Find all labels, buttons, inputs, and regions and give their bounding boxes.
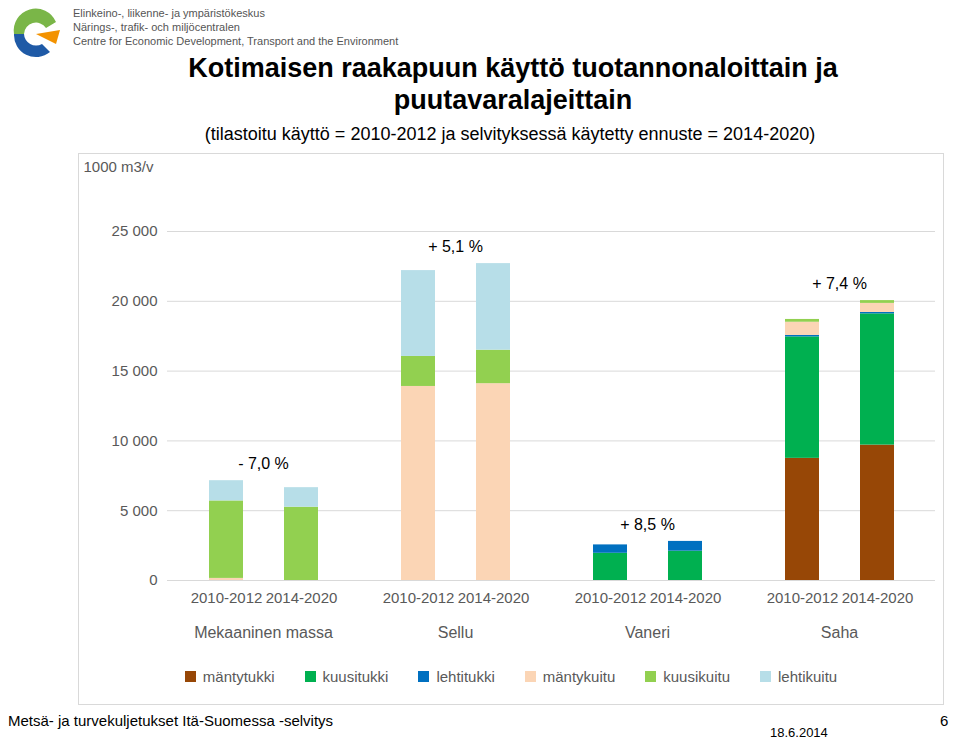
- html-text:Kotimaisen raakapuun käyttö tu: Kotimaisen raakapuun käyttö tuotannonalo…: [188, 53, 838, 115]
- svg-text:2010-2012: 2010-2012: [575, 589, 647, 606]
- html-text:Metsä- ja turvekuljetukset Itä: Metsä- ja turvekuljetukset Itä-Suomessa …: [8, 712, 334, 729]
- html-text:lehtitukki: lehtitukki: [436, 668, 495, 685]
- html-text:18.6.2014: 18.6.2014: [770, 725, 828, 739]
- html-text:kuusitukki: kuusitukki: [322, 668, 389, 685]
- svg-text:2014-2020: 2014-2020: [266, 589, 338, 606]
- svg-text:2010-2012: 2010-2012: [383, 589, 455, 606]
- html-text:kuusikuitu: kuusikuitu: [663, 668, 730, 685]
- svg-text:25 000: 25 000: [112, 222, 158, 239]
- svg-text:+ 7,4 %: + 7,4 %: [812, 275, 867, 292]
- html-text:mäntytukki: mäntytukki: [202, 668, 275, 685]
- svg-text:2010-2012: 2010-2012: [767, 589, 839, 606]
- html-text:6: 6: [940, 712, 949, 729]
- svg-text:5 000: 5 000: [120, 502, 158, 519]
- html-text:lehtikuitu: lehtikuitu: [778, 668, 838, 685]
- svg-text:20 000: 20 000: [112, 292, 158, 309]
- svg-text:2014-2020: 2014-2020: [842, 589, 914, 606]
- svg-text:+ 8,5 %: + 8,5 %: [620, 516, 675, 533]
- svg-text:2010-2012: 2010-2012: [191, 589, 263, 606]
- html-text:Närings-, trafik- och miljöcen: Närings-, trafik- och miljöcentralen: [73, 21, 240, 33]
- svg-text:- 7,0 %: - 7,0 %: [238, 455, 289, 472]
- svg-text:15 000: 15 000: [112, 362, 158, 379]
- svg-text:2014-2020: 2014-2020: [650, 589, 722, 606]
- svg-text:0: 0: [149, 571, 157, 588]
- svg-text:Mekaaninen massa: Mekaaninen massa: [194, 624, 333, 641]
- html-text:Elinkeino-, liikenne- ja ympär: Elinkeino-, liikenne- ja ympäristökeskus: [73, 7, 265, 19]
- svg-text:Sellu: Sellu: [438, 624, 474, 641]
- html-text:mäntykuitu: mäntykuitu: [542, 668, 616, 685]
- svg-text:10 000: 10 000: [112, 432, 158, 449]
- svg-text:Saha: Saha: [821, 624, 858, 641]
- svg-text:+ 5,1 %: + 5,1 %: [428, 238, 483, 255]
- svg-text:1000 m3/v: 1000 m3/v: [84, 158, 155, 175]
- svg-text:Vaneri: Vaneri: [625, 624, 670, 641]
- html-text:(tilastoitu käyttö = 2010-2012: (tilastoitu käyttö = 2010-2012 ja selvit…: [204, 124, 816, 144]
- html-text:Centre for Economic Developmen: Centre for Economic Development, Transpo…: [73, 35, 399, 47]
- svg-text:2014-2020: 2014-2020: [458, 589, 530, 606]
